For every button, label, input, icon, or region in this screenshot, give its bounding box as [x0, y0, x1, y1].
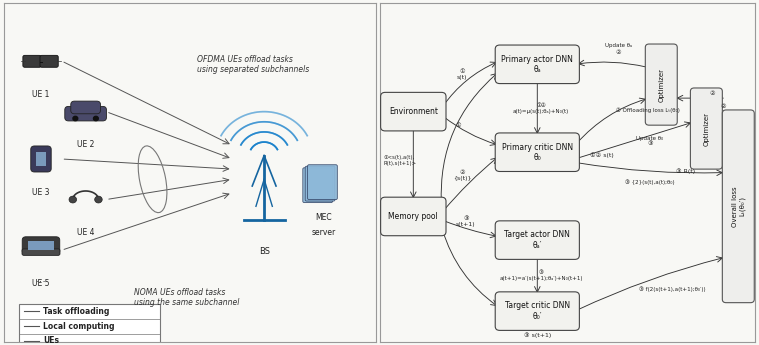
FancyBboxPatch shape: [691, 88, 723, 169]
Text: Environment: Environment: [389, 107, 438, 116]
Text: Primary critic DNN
θ₀: Primary critic DNN θ₀: [502, 142, 573, 162]
Text: Task offloading: Task offloading: [43, 307, 109, 316]
FancyBboxPatch shape: [645, 44, 677, 125]
FancyBboxPatch shape: [305, 166, 335, 201]
Text: OFDMA UEs offload tasks
using separated subchannels: OFDMA UEs offload tasks using separated …: [197, 55, 310, 74]
Text: ①: ①: [455, 123, 461, 128]
FancyBboxPatch shape: [380, 92, 446, 131]
Text: UE 3: UE 3: [32, 188, 50, 197]
Text: Local computing: Local computing: [43, 322, 115, 331]
Text: Optimizer: Optimizer: [704, 111, 710, 146]
Text: ③: ③: [647, 141, 653, 146]
Text: ①
s(t): ① s(t): [457, 69, 468, 80]
Text: ...: ...: [36, 274, 46, 284]
Text: ②
{s(t)}: ② {s(t)}: [453, 170, 471, 181]
Text: ②: ②: [616, 50, 621, 55]
FancyBboxPatch shape: [22, 249, 60, 255]
FancyBboxPatch shape: [495, 45, 579, 83]
Circle shape: [93, 116, 98, 121]
Text: ①<s(t),a(t),
R(t),s(t+1)>: ①<s(t),a(t), R(t),s(t+1)>: [383, 155, 416, 166]
FancyBboxPatch shape: [307, 165, 337, 199]
Text: ③ {2}(s(t),a(t);θ₀): ③ {2}(s(t),a(t);θ₀): [625, 180, 675, 186]
Text: server: server: [311, 228, 335, 237]
FancyBboxPatch shape: [23, 55, 41, 67]
FancyBboxPatch shape: [65, 106, 106, 121]
FancyBboxPatch shape: [495, 221, 579, 259]
Text: ③ f(2(s(t+1),a(t+1);θ₀′)): ③ f(2(s(t+1),a(t+1);θ₀′)): [639, 286, 706, 292]
Text: ② Offloading loss Lₜ(θ₀): ② Offloading loss Lₜ(θ₀): [616, 107, 680, 113]
Circle shape: [73, 116, 77, 121]
FancyBboxPatch shape: [303, 168, 332, 203]
FancyBboxPatch shape: [22, 237, 60, 254]
Text: ③ R(t): ③ R(t): [676, 168, 695, 174]
Text: NOMA UEs offload tasks
using the same subchannel: NOMA UEs offload tasks using the same su…: [134, 288, 239, 307]
Text: ②: ②: [720, 104, 726, 109]
Text: UE 4: UE 4: [77, 228, 94, 237]
Text: ①② s(t): ①② s(t): [590, 153, 613, 158]
Text: ①②
a(t)=μ(s(t);θₐ)+N₀(t): ①② a(t)=μ(s(t);θₐ)+N₀(t): [513, 103, 569, 114]
FancyBboxPatch shape: [28, 241, 54, 250]
Text: UE 1: UE 1: [33, 90, 49, 99]
FancyBboxPatch shape: [40, 55, 58, 67]
Text: Target actor DNN
θₐ′: Target actor DNN θₐ′: [505, 230, 570, 250]
Text: Optimizer: Optimizer: [658, 68, 664, 101]
Text: Target critic DNN
θ₀′: Target critic DNN θ₀′: [505, 302, 570, 321]
Text: BS: BS: [259, 247, 269, 256]
Circle shape: [95, 196, 102, 203]
Text: Overall loss
Lₜ(θ₀′): Overall loss Lₜ(θ₀′): [732, 186, 745, 227]
FancyBboxPatch shape: [71, 101, 100, 114]
Text: MEC: MEC: [315, 213, 332, 222]
Text: Update θ₀: Update θ₀: [636, 136, 663, 141]
Text: ②: ②: [709, 90, 715, 96]
Text: UE 5: UE 5: [32, 279, 50, 288]
Text: ③
a(t+1)=a′(s(t+1);θₐ′)+N₀(t+1): ③ a(t+1)=a′(s(t+1);θₐ′)+N₀(t+1): [499, 270, 583, 281]
FancyBboxPatch shape: [31, 146, 51, 172]
Text: UE 2: UE 2: [77, 140, 94, 149]
FancyBboxPatch shape: [495, 133, 579, 171]
Text: Memory pool: Memory pool: [389, 212, 438, 221]
FancyBboxPatch shape: [723, 110, 754, 303]
Text: ③ s(t+1): ③ s(t+1): [524, 332, 551, 338]
FancyBboxPatch shape: [495, 292, 579, 331]
Text: Update θₐ: Update θₐ: [604, 43, 631, 48]
Text: ③
s(t+1): ③ s(t+1): [456, 216, 476, 227]
FancyBboxPatch shape: [36, 152, 46, 166]
FancyBboxPatch shape: [19, 304, 160, 345]
Text: UEs: UEs: [43, 336, 59, 345]
Text: Primary actor DNN
θₐ: Primary actor DNN θₐ: [502, 55, 573, 74]
Circle shape: [69, 196, 77, 203]
FancyBboxPatch shape: [380, 197, 446, 236]
